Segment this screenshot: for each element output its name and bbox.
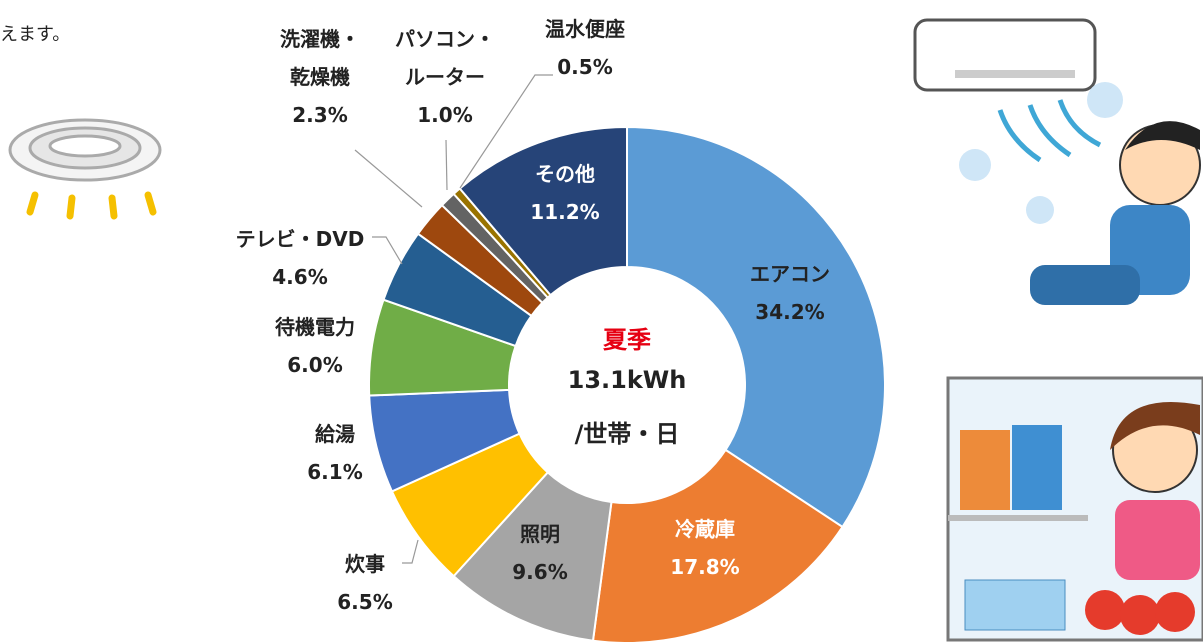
category-name: 冷蔵庫 bbox=[625, 510, 785, 548]
value-label: 17.8% bbox=[625, 548, 785, 586]
value-label: 9.6% bbox=[460, 553, 620, 591]
value-label: 11.2% bbox=[485, 193, 645, 231]
category-name: 待機電力 bbox=[235, 308, 395, 346]
category-name: 給湯 bbox=[255, 415, 415, 453]
ceiling-light bbox=[10, 120, 160, 216]
center-unit: /世帯・日 bbox=[527, 414, 727, 449]
category-name: テレビ・DVD bbox=[220, 220, 380, 258]
leader-line bbox=[355, 150, 422, 207]
category-name: その他 bbox=[485, 155, 645, 193]
aircon-illustration bbox=[915, 20, 1200, 305]
value-label: 6.5% bbox=[285, 583, 445, 621]
fragment-text: えます。 bbox=[0, 20, 70, 46]
category-name: 温水便座 bbox=[505, 10, 665, 48]
value-label: 1.0% bbox=[365, 96, 525, 134]
category-name: パソコン・ ルーター bbox=[365, 20, 525, 96]
page: えます。 夏季 13.1kWh /世帯・日 エアコン34.2% 冷蔵庫17.8%照… bbox=[0, 0, 1203, 642]
value-label: 34.2% bbox=[710, 293, 870, 331]
value-label: 0.5% bbox=[505, 48, 665, 86]
value-label: 6.1% bbox=[255, 453, 415, 491]
center-title: 夏季 bbox=[527, 320, 727, 355]
category-name: エアコン bbox=[710, 255, 870, 293]
fridge-illustration bbox=[948, 378, 1203, 640]
value-label: 6.0% bbox=[235, 346, 395, 384]
category-name: 照明 bbox=[460, 515, 620, 553]
value-label: 4.6% bbox=[220, 258, 380, 296]
leader-line bbox=[446, 140, 447, 190]
center-value: 13.1kWh bbox=[527, 366, 727, 394]
category-name: 炊事 bbox=[285, 545, 445, 583]
